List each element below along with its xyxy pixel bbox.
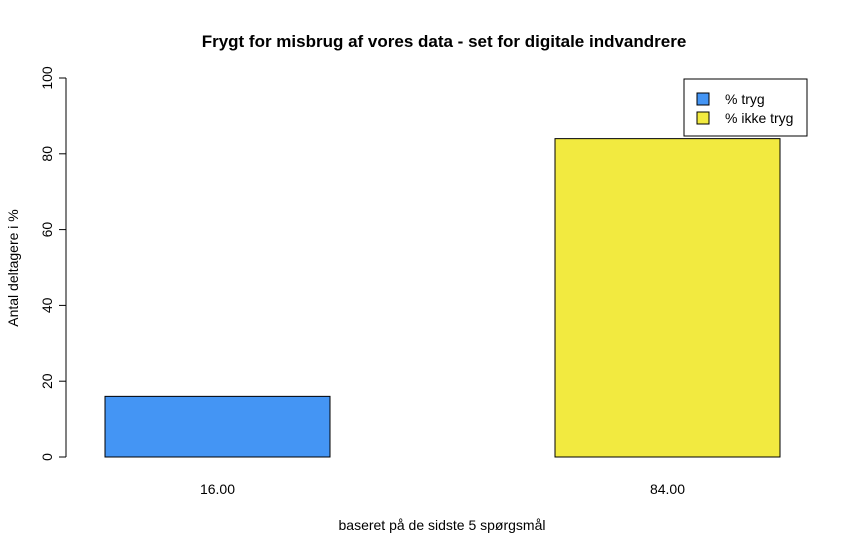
legend-swatch <box>696 111 710 125</box>
y-axis-label: Antal deltagere i % <box>5 209 21 327</box>
x-tick-labels: 16.00 84.00 <box>200 481 685 497</box>
x-tick-label: 84.00 <box>650 481 685 497</box>
bar <box>554 138 781 458</box>
y-axis: 0 20 40 60 80 100 <box>39 66 67 461</box>
y-tick-label: 20 <box>39 373 55 389</box>
legend-label: % ikke tryg <box>725 110 793 126</box>
bar <box>104 395 331 458</box>
chart-title: Frygt for misbrug af vores data - set fo… <box>202 32 687 51</box>
bars <box>104 138 781 458</box>
legend: % tryg % ikke tryg <box>683 78 808 137</box>
x-tick-label: 16.00 <box>200 481 235 497</box>
legend-swatch <box>696 92 710 106</box>
y-tick-label: 100 <box>39 66 55 90</box>
y-tick-label: 0 <box>39 453 55 461</box>
y-tick-label: 80 <box>39 146 55 162</box>
x-axis-label: baseret på de sidste 5 spørgsmål <box>339 517 546 533</box>
y-tick-label: 60 <box>39 222 55 238</box>
y-tick-label: 40 <box>39 297 55 313</box>
legend-label: % tryg <box>725 91 765 107</box>
legend-box <box>683 78 808 137</box>
